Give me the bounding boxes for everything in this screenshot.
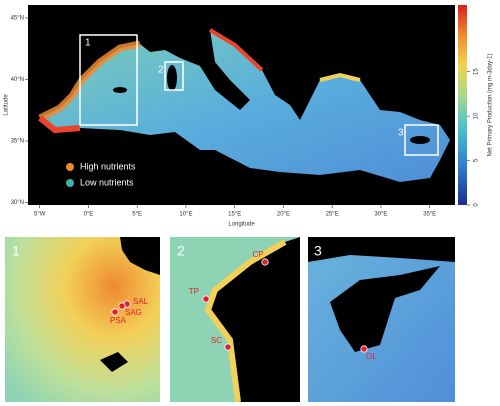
site-label: TP [189, 287, 199, 296]
coastal-bloom [38, 40, 141, 122]
island [410, 136, 430, 144]
region-label: 2 [158, 65, 164, 76]
legend-marker [66, 179, 74, 187]
site-marker [111, 308, 119, 316]
legend-label: Low nutrients [80, 177, 134, 187]
site-label: PSA [110, 316, 127, 325]
x-tick-label: 35°E [423, 212, 436, 218]
panel-1-map [5, 237, 160, 402]
island [167, 65, 177, 91]
region-box [404, 124, 439, 156]
x-tick-label: 25°E [326, 212, 339, 218]
coastal-bloom [38, 115, 81, 134]
x-tick-label: 20°E [277, 212, 290, 218]
x-tick-label: 15°E [228, 212, 241, 218]
coastal-bloom [208, 28, 264, 72]
land [120, 237, 160, 275]
colorbar-label: Net Primary Production (mg m-3day-1) [488, 53, 494, 156]
island [113, 87, 127, 93]
site-label: OL [366, 352, 377, 361]
panel-label: 3 [314, 243, 322, 259]
sea [40, 30, 450, 182]
y-tick-label: 40°N [11, 77, 24, 83]
x-tick-label: 30°E [374, 212, 387, 218]
y-tick-label: 35°N [11, 139, 24, 145]
island [330, 266, 440, 352]
site-label: CP [252, 250, 263, 259]
y-tick-label: 45°N [11, 16, 24, 22]
x-tick-label: 5°E [132, 212, 142, 218]
site-marker [224, 343, 232, 351]
legend-marker [66, 163, 74, 171]
coastal-bloom [319, 72, 361, 82]
x-axis-label: Longitude [228, 222, 255, 228]
panel-label: 2 [177, 243, 185, 259]
y-axis-label: Latitude [4, 94, 10, 116]
site-label: SAG [125, 308, 142, 317]
y-tick-label: 30°N [11, 200, 24, 206]
x-tick-label: 10°E [179, 212, 192, 218]
colorbar [458, 5, 467, 205]
island [100, 352, 128, 372]
x-tick-label: 5°W [34, 212, 46, 218]
region-box [79, 34, 138, 126]
colorbar-tick-label: 0 [474, 203, 480, 207]
x-tick-label: 0°E [84, 212, 94, 218]
panel-label: 1 [12, 243, 20, 259]
region-label: 1 [85, 38, 91, 49]
site-marker [261, 258, 269, 266]
colorbar-tick-label: 5 [474, 158, 480, 162]
colorbar-tick-label: 15 [474, 68, 480, 75]
site-label: SAL [133, 297, 149, 306]
region-label: 3 [398, 128, 404, 139]
coastal-bloom [204, 239, 287, 403]
site-marker [360, 345, 368, 353]
site-label: SC [211, 336, 222, 345]
land [308, 237, 455, 262]
region-box [164, 61, 184, 91]
site-marker [118, 302, 126, 310]
site-marker [202, 295, 210, 303]
colorbar-tick-label: 10 [474, 112, 480, 119]
legend-label: High nutrients [80, 161, 136, 171]
